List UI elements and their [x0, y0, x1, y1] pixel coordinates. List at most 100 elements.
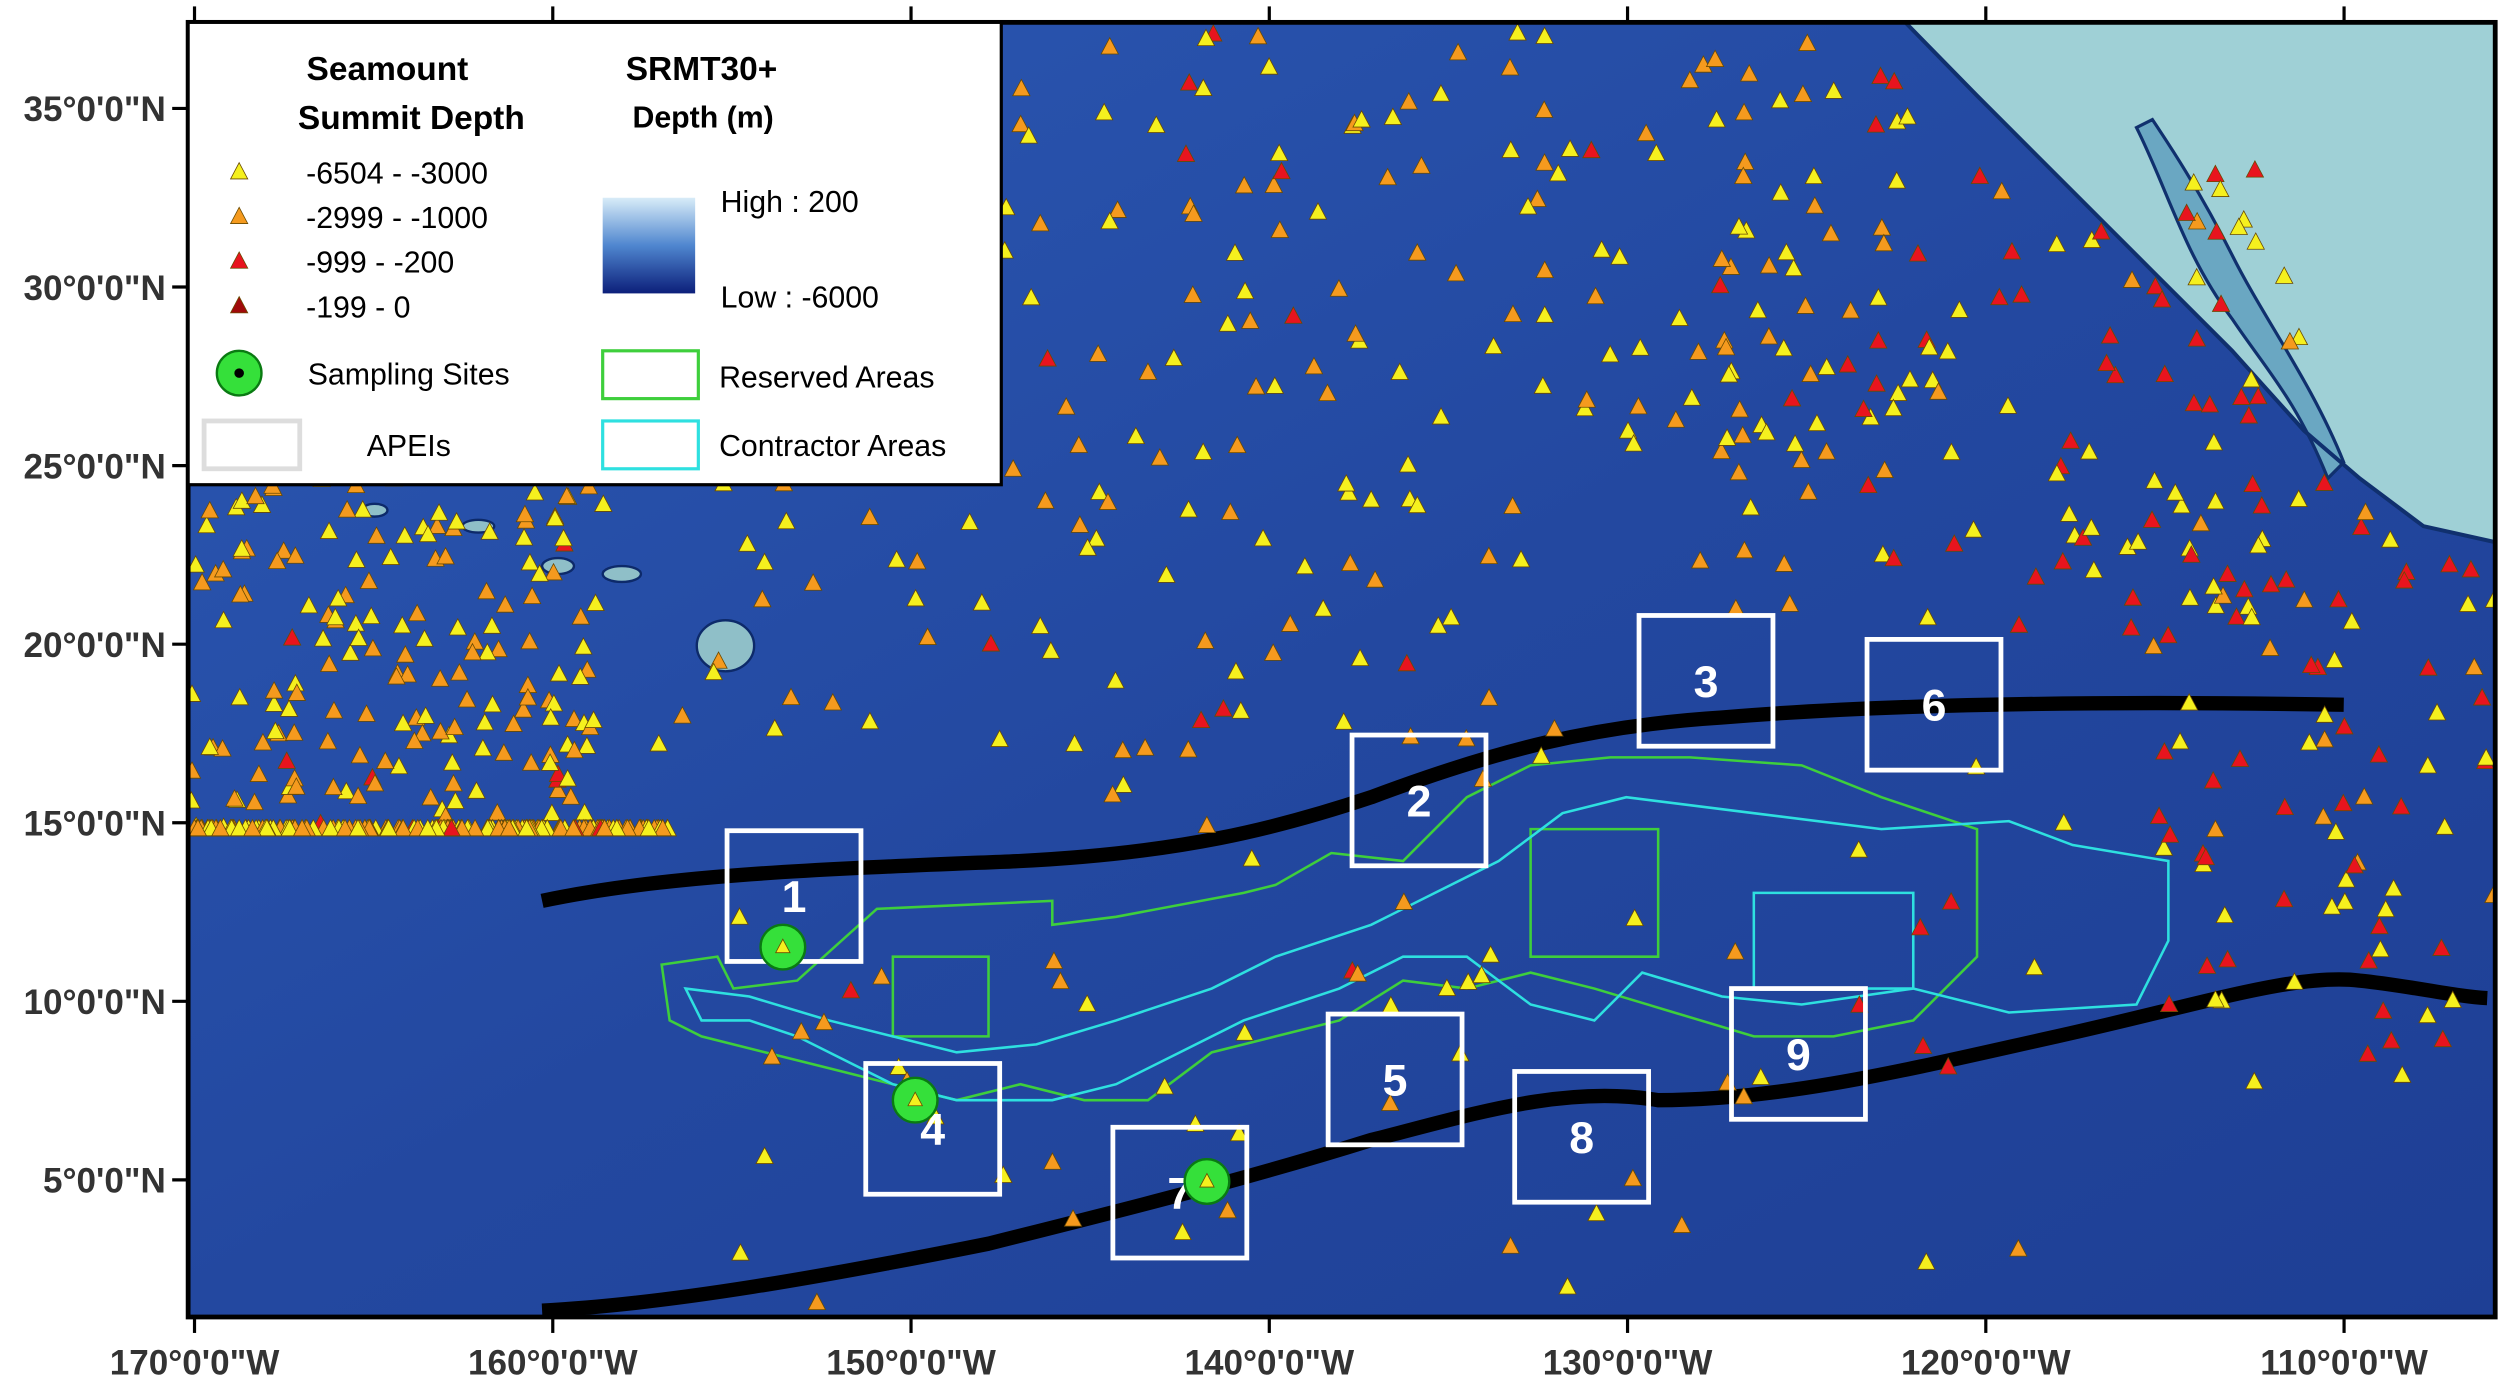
seamount: [1884, 548, 1903, 567]
seamount: [2079, 441, 2099, 460]
seamount: [231, 584, 250, 603]
seamount: [1805, 196, 1825, 214]
seamount: [1021, 287, 1041, 306]
seamount: [1887, 171, 1907, 189]
seamount: [1751, 1067, 1771, 1085]
seamount: [1710, 275, 1730, 294]
seamount: [2371, 939, 2390, 958]
seamount: [2380, 530, 2400, 548]
seamount: [363, 638, 383, 657]
y-label: 30°0'0"N: [24, 269, 166, 308]
seamount: [1824, 81, 1844, 99]
seamount: [418, 818, 438, 837]
y-label: 10°0'0"N: [24, 983, 166, 1022]
seamount: [1196, 28, 1216, 47]
seamount: [841, 980, 861, 999]
seamount: [1871, 66, 1890, 84]
y-label: 35°0'0"N: [24, 90, 166, 129]
seamount: [473, 738, 493, 757]
seamount: [2204, 576, 2223, 595]
seamount: [2211, 294, 2231, 312]
seamount: [324, 700, 344, 719]
seamount: [1398, 454, 1418, 473]
seamount: [2472, 687, 2492, 706]
seamount: [1150, 448, 1170, 466]
y-label: 25°0'0"N: [24, 447, 166, 486]
seamount: [398, 664, 417, 683]
seamount: [2392, 1065, 2412, 1083]
seamount: [396, 645, 415, 663]
seamount: [584, 710, 603, 728]
seamount: [542, 803, 562, 821]
seamount: [2172, 495, 2191, 514]
seamount: [477, 581, 496, 600]
seamount: [2218, 949, 2237, 968]
seamount: [2315, 473, 2334, 491]
seamount: [755, 1146, 774, 1164]
seamount: [1799, 482, 1818, 500]
legend-label: Reserved Areas: [719, 361, 934, 394]
seamount: [2464, 657, 2484, 675]
seamount: [2121, 618, 2141, 636]
seamount: [1229, 1123, 1249, 1142]
seamount: [245, 792, 264, 811]
seamount: [1938, 341, 1958, 360]
seamount: [807, 1292, 827, 1311]
seamount: [405, 731, 424, 749]
seamount: [1680, 70, 1700, 89]
apei-box: [1512, 1069, 1651, 1205]
apei-box: [1110, 1124, 1250, 1261]
seamount: [229, 161, 249, 180]
seamount: [1235, 281, 1255, 300]
apei-box: [863, 1061, 1003, 1197]
seamount: [823, 692, 843, 711]
seamount: [1503, 496, 1522, 514]
seamount: [2245, 160, 2265, 178]
seamount: [544, 693, 564, 712]
seamount: [1970, 166, 1990, 184]
seamount: [554, 528, 573, 547]
seamount: [1796, 296, 1815, 314]
seamount: [243, 818, 262, 837]
seamount: [1094, 102, 1114, 121]
coastline: [1903, 22, 2496, 545]
seamount: [1183, 285, 1203, 303]
seamount: [1771, 183, 1790, 201]
seamount: [318, 731, 338, 750]
seamount: [1218, 1200, 1237, 1219]
seamount: [530, 564, 549, 582]
seamount: [653, 818, 673, 837]
seamount: [1734, 1086, 1754, 1105]
apei-label: 9: [1786, 1031, 1811, 1080]
seamount: [2249, 535, 2268, 554]
seamount: [2082, 518, 2101, 536]
seamount: [1867, 374, 1886, 392]
seamount: [287, 683, 307, 701]
seamount: [1873, 544, 1893, 563]
seamount: [2218, 564, 2237, 582]
seamount: [1383, 107, 1403, 125]
seamount: [2200, 394, 2220, 413]
seamount: [1484, 336, 1503, 355]
seamount: [2242, 607, 2261, 626]
seamount: [2395, 570, 2414, 589]
seamount: [781, 687, 801, 706]
seamount: [1501, 1236, 1520, 1254]
seamount: [252, 495, 272, 513]
x-label: 160°0'0"W: [468, 1343, 638, 1382]
legend-subtitle: Depth (m): [632, 102, 773, 135]
seamount: [1031, 213, 1050, 232]
seamount: [803, 573, 823, 591]
seamount: [514, 527, 534, 546]
seamount: [2206, 989, 2225, 1008]
seamount: [607, 818, 627, 837]
seamount: [514, 700, 533, 718]
seamount: [253, 732, 273, 751]
seamount: [286, 546, 305, 564]
seamount: [1270, 220, 1290, 238]
seamount: [1625, 908, 1644, 927]
legend-label: Sampling Sites: [308, 358, 510, 391]
seamount: [544, 562, 563, 581]
seamount: [357, 704, 376, 722]
seamount: [2245, 1071, 2264, 1090]
